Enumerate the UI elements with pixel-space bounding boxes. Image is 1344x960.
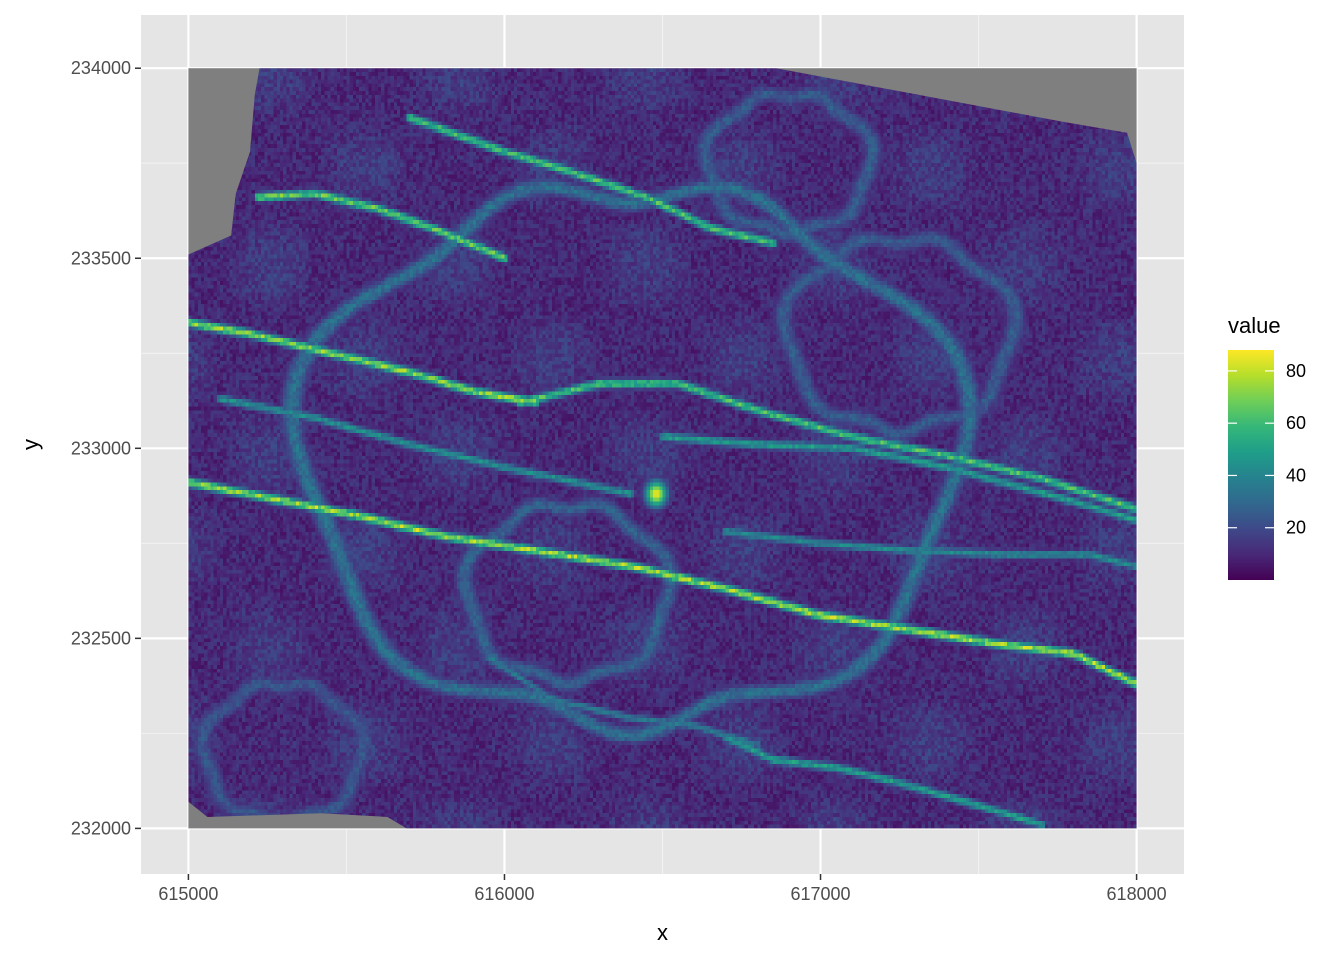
y-tick-label: 232000 bbox=[71, 818, 131, 838]
y-tick-label: 233500 bbox=[71, 248, 131, 268]
legend-title: value bbox=[1228, 313, 1281, 338]
legend-tick-label: 80 bbox=[1286, 361, 1306, 381]
x-axis-title: x bbox=[657, 920, 668, 945]
y-tick-label: 234000 bbox=[71, 58, 131, 78]
legend-colorbar bbox=[1228, 350, 1274, 580]
raster-image bbox=[188, 68, 1137, 829]
x-tick-label: 617000 bbox=[790, 884, 850, 904]
legend-tick-label: 60 bbox=[1286, 413, 1306, 433]
raster-layer bbox=[188, 68, 1137, 829]
x-tick-label: 618000 bbox=[1107, 884, 1167, 904]
y-axis-title: y bbox=[18, 439, 43, 450]
y-tick-label: 233000 bbox=[71, 438, 131, 458]
legend-tick-label: 20 bbox=[1286, 518, 1306, 538]
x-axis-ticks: 615000 616000 617000 618000 bbox=[158, 874, 1167, 904]
y-axis-ticks: 232000 232500 233000 233500 234000 bbox=[71, 58, 141, 838]
y-tick-label: 232500 bbox=[71, 628, 131, 648]
x-tick-label: 616000 bbox=[474, 884, 534, 904]
x-tick-label: 615000 bbox=[158, 884, 218, 904]
color-legend: value 20 40 60 80 bbox=[1228, 313, 1306, 580]
legend-ticks: 20 40 60 80 bbox=[1228, 361, 1306, 538]
legend-tick-label: 40 bbox=[1286, 465, 1306, 485]
